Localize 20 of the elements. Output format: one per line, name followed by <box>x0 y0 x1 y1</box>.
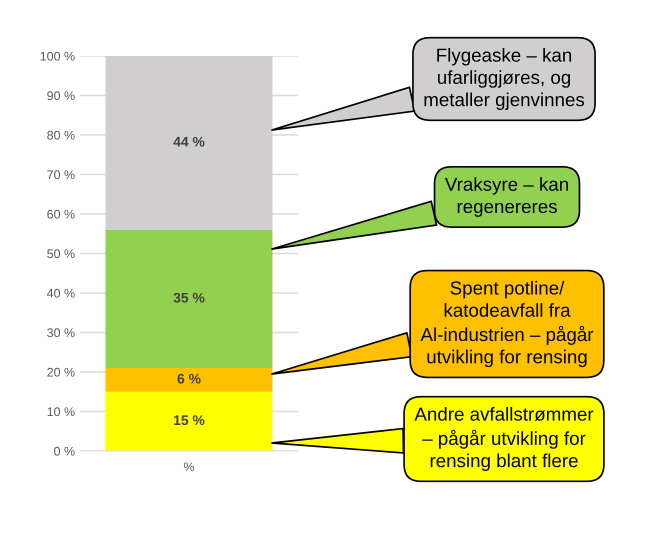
y-tick-label: 50 % <box>47 249 75 258</box>
text: Vraksyre – kan regenereres <box>444 177 568 217</box>
x-tick-label: % <box>184 462 194 472</box>
y-tick-label: 30 % <box>47 328 75 338</box>
y-tick-label: 90 % <box>47 91 75 100</box>
text: Spent potline/ katodeavfall fra Al-industrien – pågår utvikling for rensing <box>420 280 594 368</box>
text: Andre avfallstrømmer – pågår utvikling for rensing blant flere <box>414 406 594 472</box>
data-label: 6 % <box>178 374 201 384</box>
data-label: 15 % <box>174 415 204 426</box>
y-tick-label: 40 % <box>46 288 75 298</box>
y-tick-label: 0 % <box>54 446 75 456</box>
text: Flygeaske – kan ufarliggjøres, og metaller gjenvinnes <box>424 48 584 110</box>
y-tick-label: 80 % <box>47 130 75 140</box>
y-tick-label: 10 % <box>48 407 75 416</box>
y-tick-label: 100 % <box>40 52 75 61</box>
y-tick-label: 20 % <box>47 368 75 377</box>
y-tick-label: 60 % <box>47 210 75 219</box>
y-tick-label: 70 % <box>47 170 75 180</box>
data-label: 44 % <box>173 136 204 147</box>
data-label: 35 % <box>173 292 204 303</box>
